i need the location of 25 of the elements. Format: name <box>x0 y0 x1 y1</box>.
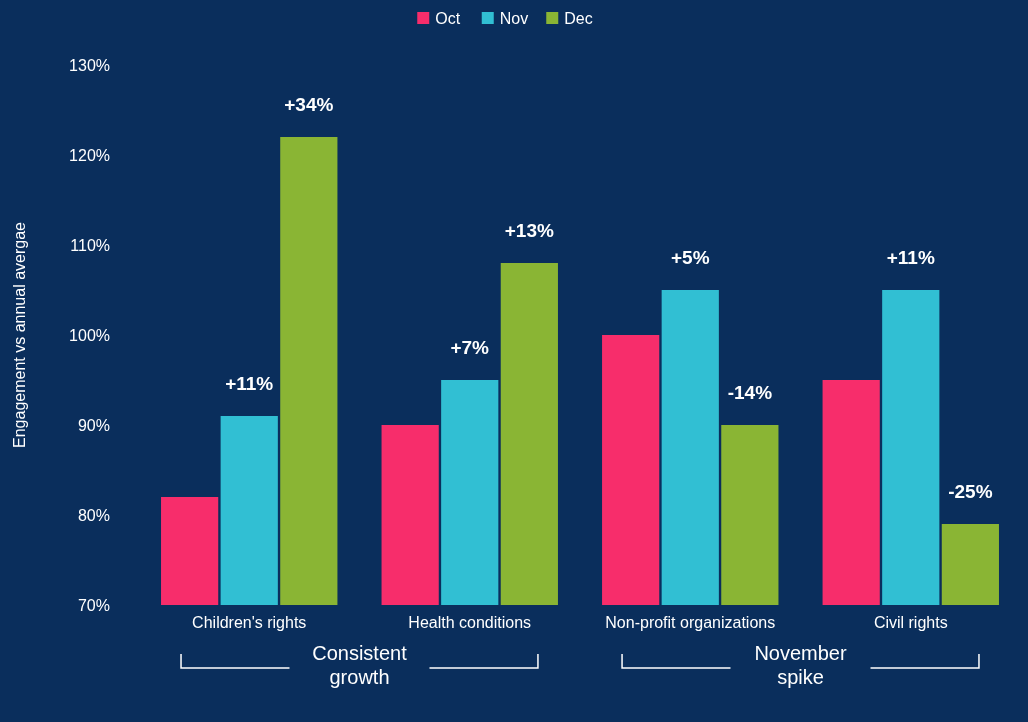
annotation: +5% <box>670 247 710 268</box>
y-tick-label: 80% <box>77 506 110 524</box>
legend-label: Dec <box>564 10 593 27</box>
x-tick-label: Civil rights <box>873 614 948 632</box>
x-tick-label: Non-profit organizations <box>605 614 776 632</box>
y-tick-label: 70% <box>77 596 110 614</box>
text: November spike <box>754 642 847 688</box>
y-tick-label: 110% <box>70 236 110 254</box>
y-tick-label: 90% <box>77 416 110 434</box>
annotation: +7% <box>450 337 490 358</box>
annotation: +11% <box>886 247 935 268</box>
x-tick-label: Health conditions <box>408 614 532 632</box>
text: Consistent growth <box>312 642 408 688</box>
legend-label: Oct <box>435 10 461 27</box>
y-tick-label: 120% <box>69 146 110 164</box>
annotation: -25% <box>948 481 993 502</box>
annotation: +13% <box>504 220 555 241</box>
y-tick-label: 130% <box>69 56 110 74</box>
y-axis-title: Engagement vs annual avergae <box>11 221 28 448</box>
y-tick-label: 100% <box>69 326 110 344</box>
annotation: +34% <box>284 94 334 115</box>
legend-label: Nov <box>499 10 529 27</box>
x-tick-label: Children's rights <box>192 614 307 632</box>
annotation: -14% <box>727 382 773 403</box>
annotation: +11% <box>225 373 274 394</box>
